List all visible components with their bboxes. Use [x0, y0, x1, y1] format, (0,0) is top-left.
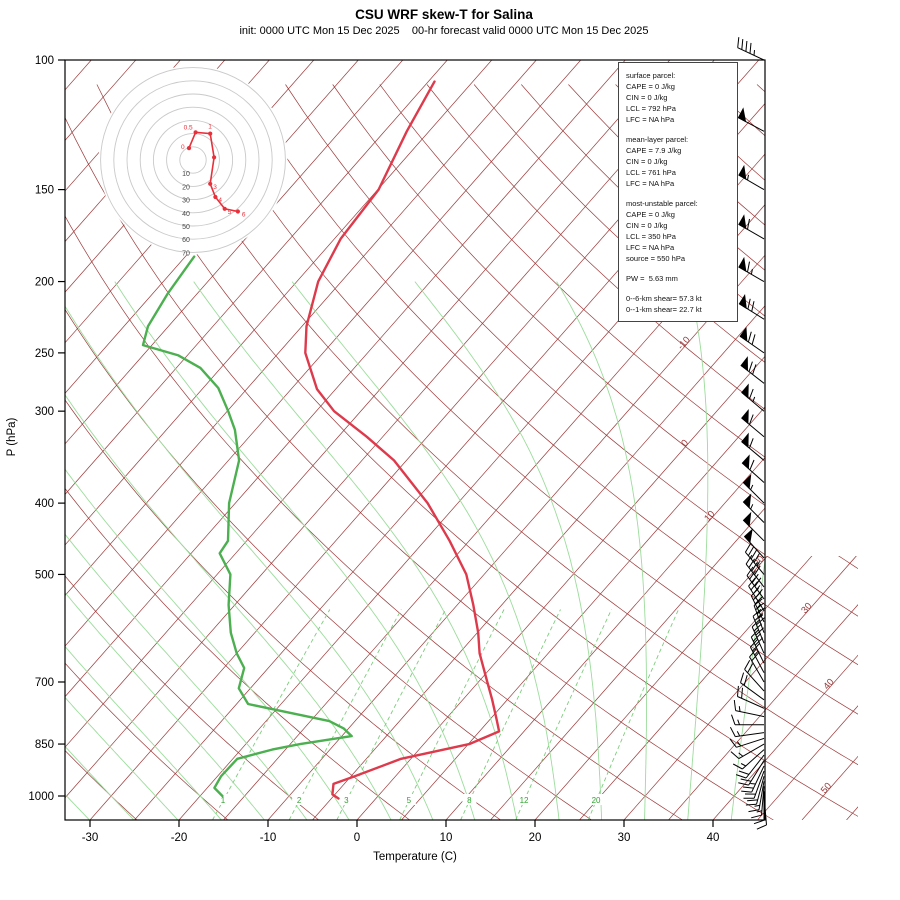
dewpoint-trace	[141, 255, 353, 798]
svg-text:850: 850	[35, 739, 54, 751]
parcel-info-line: CIN = 0 J/kg	[626, 157, 668, 166]
plot-border	[64, 59, 766, 821]
chart-title: CSU WRF skew-T for Salina	[355, 7, 533, 22]
chart-subtitle: init: 0000 UTC Mon 15 Dec 2025 00-hr for…	[239, 25, 649, 37]
svg-text:300: 300	[35, 406, 54, 418]
parcel-info-line: CIN = 0 J/kg	[626, 93, 668, 102]
svg-text:4: 4	[218, 197, 222, 204]
parcel-info-line: PW = 5.63 mm	[626, 274, 678, 283]
parcel-info-line: LFC = NA hPa	[626, 243, 675, 252]
parcel-info-line: LCL = 350 hPa	[626, 232, 676, 241]
svg-text:0: 0	[181, 144, 185, 151]
parcel-info-line: 0--1-km shear= 22.7 kt	[626, 305, 702, 314]
parcel-info-line: CAPE = 0 J/kg	[626, 82, 675, 91]
svg-text:20: 20	[529, 832, 542, 844]
hodograph: 10 20 30 40 50 60 70 0 0.5 1 345 6	[98, 65, 288, 257]
parcel-info-line: surface parcel:	[626, 71, 676, 80]
x-axis-title: Temperature (C)	[373, 851, 457, 863]
svg-text:10: 10	[440, 832, 453, 844]
y-axis-ticks: 100 150 200 250 300 400 500 700 850 1000	[28, 55, 65, 803]
svg-text:1000: 1000	[28, 791, 54, 803]
svg-text:400: 400	[35, 498, 54, 510]
parcel-info-line: source = 550 hPa	[626, 254, 686, 263]
svg-text:5: 5	[228, 209, 232, 216]
parcel-info-line: CAPE = 7.9 J/kg	[626, 146, 682, 155]
parcel-info-line: LCL = 792 hPa	[626, 104, 676, 113]
svg-text:150: 150	[35, 185, 54, 197]
svg-text:10: 10	[702, 509, 717, 524]
svg-text:70: 70	[182, 250, 190, 257]
svg-text:1: 1	[221, 796, 226, 805]
svg-text:250: 250	[35, 348, 54, 360]
parcel-info-line: 0--6-km shear= 57.3 kt	[626, 294, 702, 303]
parcel-section: mean-layer parcel: CAPE = 7.9 J/kg CIN = 0…	[626, 134, 733, 189]
parcel-section: most-unstable parcel: CAPE = 0 J/kg CIN = …	[626, 198, 733, 264]
svg-text:2: 2	[297, 796, 302, 805]
svg-text:1: 1	[208, 124, 212, 131]
svg-text:30: 30	[618, 832, 631, 844]
svg-text:8: 8	[467, 796, 472, 805]
svg-text:100: 100	[35, 55, 54, 67]
svg-text:60: 60	[182, 237, 190, 244]
svg-text:5: 5	[407, 796, 412, 805]
svg-text:0: 0	[679, 438, 691, 449]
svg-text:700: 700	[35, 677, 54, 689]
svg-text:6: 6	[242, 212, 246, 219]
svg-text:20: 20	[182, 184, 190, 191]
svg-text:0.5: 0.5	[184, 124, 193, 131]
svg-text:-10: -10	[260, 832, 277, 844]
svg-text:500: 500	[35, 569, 54, 581]
parcel-info-line: CIN = 0 J/kg	[626, 221, 668, 230]
svg-text:200: 200	[35, 277, 54, 289]
wind-barbs-group	[729, 37, 767, 830]
svg-text:-30: -30	[82, 832, 99, 844]
temperature-trace	[304, 80, 501, 800]
parcel-info-line: LCL = 761 hPa	[626, 168, 676, 177]
svg-text:-20: -20	[171, 832, 188, 844]
svg-text:12: 12	[520, 796, 529, 805]
svg-text:40: 40	[821, 677, 836, 692]
parcel-section: PW = 5.63 mm	[626, 273, 733, 284]
parcel-info-line: LFC = NA hPa	[626, 115, 675, 124]
hodograph-trace	[188, 131, 239, 213]
svg-text:3: 3	[213, 184, 217, 191]
parcel-section: 0--6-km shear= 57.3 kt 0--1-km shear= 22.…	[626, 293, 733, 315]
svg-text:-10: -10	[675, 335, 692, 353]
svg-text:30: 30	[799, 601, 814, 616]
y-axis-title: P (hPa)	[6, 417, 18, 457]
svg-text:40: 40	[707, 832, 720, 844]
svg-text:30: 30	[182, 198, 190, 205]
parcel-summary-box: surface parcel: CAPE = 0 J/kg CIN = 0 J/kg…	[618, 62, 738, 322]
hodograph-background	[98, 65, 288, 255]
svg-text:40: 40	[182, 211, 190, 218]
mixing-ratio-group: 1 2 3 5 8 12 20	[212, 609, 679, 820]
parcel-info-line: most-unstable parcel:	[626, 199, 698, 208]
svg-text:10: 10	[182, 171, 190, 178]
svg-text:50: 50	[182, 224, 190, 231]
svg-text:3: 3	[344, 796, 349, 805]
svg-text:50: 50	[819, 781, 834, 796]
svg-text:0: 0	[354, 832, 360, 844]
parcel-info-line: mean-layer parcel:	[626, 135, 689, 144]
parcel-section: surface parcel: CAPE = 0 J/kg CIN = 0 J/kg…	[626, 70, 733, 125]
parcel-info-line: LFC = NA hPa	[626, 179, 675, 188]
moist-adiabats-group	[65, 281, 765, 820]
parcel-info-line: CAPE = 0 J/kg	[626, 210, 675, 219]
x-axis-ticks: -30 -20 -10 0 10 20 30 40	[82, 820, 720, 844]
svg-text:20: 20	[592, 796, 601, 805]
